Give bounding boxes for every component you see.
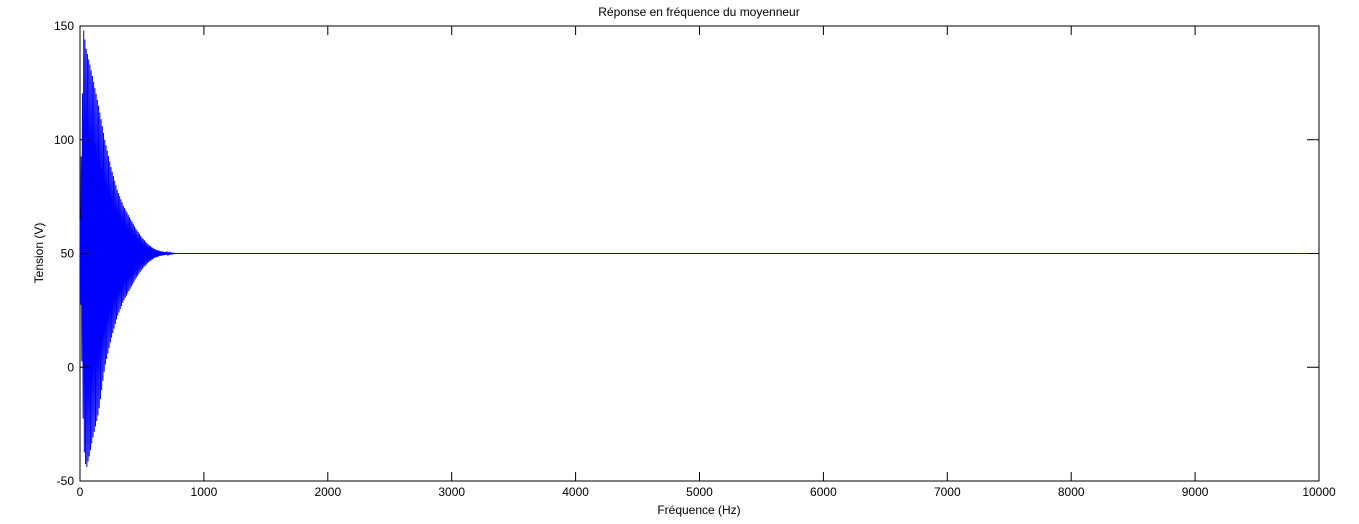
y-axis-ticks: -50 0 50 100 150 [54,19,1319,488]
y-tick-label: -50 [57,474,75,488]
x-tick-label: 4000 [562,485,589,499]
series-line-0 [79,30,1319,467]
chart-title: Réponse en fréquence du moyenneur [598,5,799,19]
x-tick-label: 7000 [934,485,961,499]
x-tick-label: 1000 [191,485,218,499]
y-tick-label: 50 [61,247,75,261]
x-tick-label: 0 [77,485,84,499]
y-axis-label: Tension (V) [32,223,46,284]
x-tick-label: 9000 [1182,485,1209,499]
x-tick-label: 2000 [314,485,341,499]
y-tick-label: 150 [54,19,74,33]
x-tick-label: 5000 [686,485,713,499]
x-axis-ticks: 0 1000 2000 3000 4000 5000 6000 7000 8000 9000 100… [77,26,1336,499]
x-tick-label: 6000 [810,485,837,499]
y-tick-label: 100 [54,133,74,147]
x-tick-label: 10000 [1302,485,1336,499]
series-layer [79,30,1319,467]
x-axis-label: Fréquence (Hz) [657,503,740,517]
y-tick-label: 0 [67,360,74,374]
x-tick-label: 3000 [438,485,465,499]
x-tick-label: 8000 [1058,485,1085,499]
